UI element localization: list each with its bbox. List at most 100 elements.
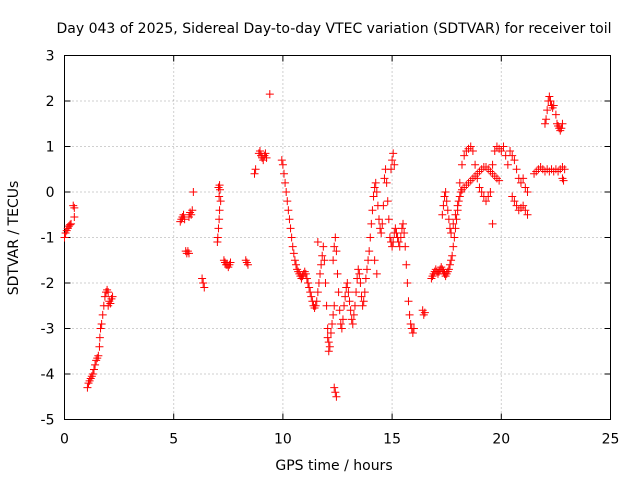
data-point (394, 238, 403, 247)
data-point (516, 178, 525, 187)
data-point (64, 222, 73, 231)
data-point (242, 258, 251, 267)
data-point (304, 279, 313, 287)
data-point (486, 188, 495, 196)
data-point (183, 247, 192, 256)
data-point (347, 315, 356, 324)
data-point (369, 192, 378, 201)
data-point (323, 324, 332, 333)
data-point (331, 233, 340, 242)
data-point (189, 188, 198, 196)
data-point (345, 297, 354, 306)
data-point (250, 169, 259, 178)
data-point (441, 188, 450, 196)
data-point (284, 206, 293, 215)
x-tick-label: 25 (602, 432, 620, 448)
data-point (336, 319, 345, 328)
data-point (382, 178, 391, 187)
data-point (370, 256, 379, 265)
data-point (492, 174, 501, 183)
data-point (396, 233, 405, 242)
data-point (84, 379, 93, 388)
data-point (448, 251, 457, 260)
data-point (540, 119, 549, 128)
data-point (329, 310, 338, 319)
y-tick-label: -3 (41, 322, 55, 338)
data-point (497, 147, 506, 156)
data-point (226, 258, 235, 267)
data-point (557, 124, 566, 133)
data-point (215, 192, 224, 201)
data-point (441, 272, 450, 281)
y-tick-label: 2 (46, 94, 55, 110)
data-point (200, 283, 209, 292)
data-point (87, 372, 96, 381)
data-point (98, 310, 107, 319)
data-point (255, 147, 264, 156)
data-point (392, 228, 401, 237)
data-point (60, 233, 69, 242)
y-tick-label: -5 (41, 413, 55, 429)
data-point (385, 233, 394, 242)
data-point (389, 149, 398, 158)
y-tick-label: 3 (46, 49, 55, 65)
data-point (549, 101, 558, 110)
data-point (473, 174, 482, 183)
data-point (321, 279, 330, 287)
data-point (368, 206, 377, 215)
data-point (506, 147, 515, 156)
x-axis-label: GPS time / hours (275, 458, 392, 474)
data-point (409, 324, 418, 333)
data-point (349, 310, 358, 319)
data-point (464, 144, 473, 153)
data-point (482, 162, 491, 171)
data-point (457, 160, 466, 169)
data-point (277, 156, 286, 165)
data-point (340, 301, 349, 310)
data-point (383, 197, 392, 206)
data-point (324, 338, 333, 347)
data-point (519, 201, 528, 210)
data-point (404, 297, 413, 306)
data-point (305, 283, 314, 292)
data-point (503, 160, 512, 169)
data-point (449, 242, 458, 251)
data-point (290, 256, 299, 265)
data-point (440, 192, 449, 201)
data-point (372, 188, 381, 196)
data-point (365, 247, 374, 256)
data-point (352, 288, 361, 297)
data-point (329, 256, 338, 265)
y-tick-label: -4 (41, 367, 55, 383)
data-point (521, 206, 530, 215)
data-point (418, 306, 427, 315)
data-point (377, 228, 386, 237)
data-point (316, 269, 325, 278)
data-point (442, 197, 451, 206)
data-point (215, 215, 224, 224)
data-point (241, 256, 250, 265)
data-point (359, 297, 368, 306)
data-point (292, 260, 301, 269)
data-point (70, 203, 79, 212)
data-point (477, 188, 486, 196)
data-point (519, 174, 528, 183)
data-point (198, 274, 207, 283)
data-point (214, 224, 223, 233)
data-point (384, 215, 393, 224)
data-point (179, 210, 188, 219)
axis-ticks (64, 55, 611, 420)
data-point (330, 301, 339, 310)
data-point (457, 185, 466, 194)
data-point (372, 269, 381, 278)
data-point (184, 249, 193, 258)
data-point (69, 201, 78, 210)
data-point (530, 169, 539, 178)
data-point (466, 142, 475, 151)
data-point (319, 242, 328, 251)
data-point (523, 188, 532, 196)
x-tick-label: 15 (383, 432, 401, 448)
data-point (486, 167, 495, 176)
data-point (70, 213, 79, 222)
data-point (560, 165, 569, 174)
